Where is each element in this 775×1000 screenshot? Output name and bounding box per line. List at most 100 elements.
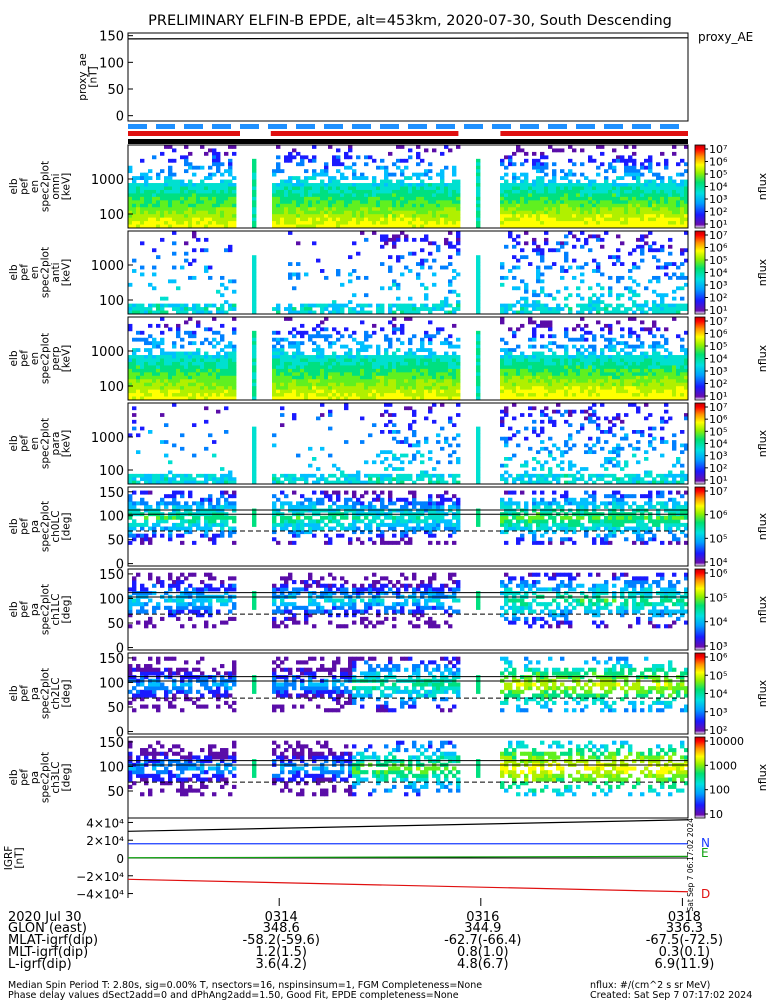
- heatmap-cell: [536, 203, 541, 208]
- heatmap-cell: [412, 189, 417, 194]
- heatmap-cell: [212, 189, 217, 194]
- heatmap-cell: [504, 382, 509, 387]
- heatmap-cell: [576, 303, 581, 308]
- heatmap-cell: [560, 361, 565, 366]
- heatmap-cell: [272, 183, 277, 187]
- heatmap-cell: [556, 241, 561, 246]
- heatmap-cell: [304, 207, 309, 212]
- heatmap-cell: [608, 341, 613, 346]
- heatmap-cell: [400, 323, 405, 328]
- heatmap-cell: [532, 186, 537, 191]
- heatmap-cell: [360, 320, 365, 325]
- heatmap-cell: [564, 327, 569, 332]
- heatmap-cell: [660, 176, 665, 180]
- heatmap-cell: [640, 327, 645, 332]
- heatmap-cell: [516, 145, 521, 149]
- heatmap-cell: [428, 355, 433, 359]
- heatmap-cell: [528, 372, 533, 377]
- heatmap-cell: [192, 453, 197, 458]
- heatmap-cell: [676, 307, 681, 311]
- colorbar-label: nflux: [756, 344, 769, 372]
- heatmap-cell: [180, 358, 185, 363]
- heatmap-cell: [672, 221, 677, 225]
- heatmap-cell: [332, 393, 337, 397]
- heatmap-cell: [188, 330, 193, 335]
- heatmap-cell: [436, 224, 441, 229]
- heatmap-cell: [180, 210, 185, 215]
- heatmap-cell: [412, 217, 417, 222]
- heatmap-cell: [216, 396, 221, 401]
- heatmap-cell: [544, 217, 549, 222]
- heatmap-cell: [632, 330, 637, 335]
- y-axis-label-line: en: [29, 352, 41, 365]
- heatmap-cell: [228, 307, 233, 311]
- heatmap-cell: [188, 361, 193, 366]
- heatmap-cell: [652, 183, 657, 187]
- heatmap-cell: [252, 210, 257, 215]
- heatmap-cell: [476, 355, 481, 359]
- heatmap-cell: [588, 382, 593, 387]
- heatmap-cell: [568, 386, 573, 391]
- heatmap-cell: [196, 224, 201, 229]
- heatmap-cell: [456, 221, 461, 225]
- heatmap-cell: [136, 355, 141, 359]
- heatmap-cell: [596, 296, 601, 301]
- colorbar-label: nflux: [756, 258, 769, 286]
- heatmap-cell: [420, 172, 425, 177]
- heatmap-cell: [292, 379, 297, 384]
- heatmap-cell: [416, 200, 421, 205]
- heatmap-cell: [372, 355, 377, 359]
- heatmap-cell: [160, 214, 165, 219]
- heatmap-cell: [384, 237, 389, 242]
- heatmap-cell: [660, 151, 665, 156]
- heatmap-cell: [368, 361, 373, 366]
- heatmap-cell: [676, 361, 681, 366]
- heatmap-cell: [456, 207, 461, 212]
- heatmap-cell: [336, 221, 341, 225]
- heatmap-cell: [612, 165, 617, 170]
- heatmap-cell: [664, 210, 669, 215]
- heatmap-cell: [420, 237, 425, 242]
- heatmap-cell: [380, 355, 385, 359]
- heatmap-cell: [384, 189, 389, 194]
- heatmap-cell: [640, 361, 645, 366]
- heatmap-cell: [456, 214, 461, 219]
- heatmap-cell: [544, 389, 549, 394]
- heatmap-cell: [612, 196, 617, 201]
- heatmap-cell: [520, 189, 525, 194]
- heatmap-cell: [564, 386, 569, 391]
- heatmap-cell: [544, 165, 549, 170]
- heatmap-cell: [184, 365, 189, 370]
- heatmap-cell: [336, 330, 341, 335]
- heatmap-cell: [196, 193, 201, 198]
- heatmap-cell: [604, 358, 609, 363]
- heatmap-cell: [660, 334, 665, 339]
- heatmap-cell: [612, 262, 617, 266]
- heatmap-cell: [360, 231, 365, 235]
- heatmap-cell: [276, 221, 281, 225]
- heatmap-cell: [332, 186, 337, 191]
- heatmap-cell: [188, 196, 193, 201]
- heatmap-cell: [252, 337, 257, 342]
- heatmap-cell: [300, 303, 305, 308]
- heatmap-cell: [128, 207, 133, 212]
- heatmap-cell: [284, 361, 289, 366]
- heatmap-cell: [416, 176, 421, 180]
- heatmap-cell: [136, 386, 141, 391]
- heatmap-cell: [408, 372, 413, 377]
- heatmap-cell: [184, 372, 189, 377]
- heatmap-cell: [532, 151, 537, 156]
- heatmap-cell: [232, 224, 237, 229]
- sci-zone-dash: [352, 124, 371, 129]
- heatmap-cell: [288, 221, 293, 225]
- heatmap-cell: [128, 355, 133, 359]
- pef_anti-tick-label: 1000: [91, 259, 124, 274]
- heatmap-cell: [160, 200, 165, 205]
- heatmap-cell: [356, 200, 361, 205]
- heatmap-cell: [412, 183, 417, 187]
- heatmap-cell: [160, 375, 165, 380]
- heatmap-cell: [312, 303, 317, 308]
- heatmap-cell: [184, 320, 189, 325]
- heatmap-cell: [140, 186, 145, 191]
- heatmap-cell: [520, 358, 525, 363]
